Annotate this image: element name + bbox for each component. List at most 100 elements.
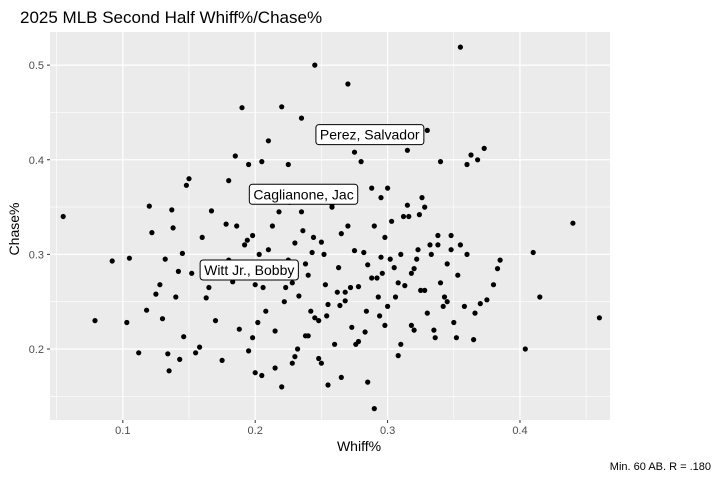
x-tick-label: 0.1 <box>115 425 130 437</box>
data-point <box>448 247 454 253</box>
data-point <box>244 237 250 243</box>
data-point <box>203 295 209 301</box>
data-point <box>305 333 311 339</box>
data-point <box>402 283 408 289</box>
data-point <box>395 353 401 359</box>
data-point <box>272 328 278 334</box>
annotation-label: Perez, Salvador <box>315 124 425 146</box>
data-point <box>263 308 269 314</box>
data-point <box>316 318 322 324</box>
data-point <box>234 223 240 229</box>
data-point <box>530 249 536 256</box>
data-point <box>440 303 446 309</box>
data-point <box>497 257 503 263</box>
annotation-box <box>248 183 359 205</box>
data-point <box>382 322 388 328</box>
data-point <box>332 341 338 347</box>
data-point <box>471 337 477 343</box>
data-point <box>457 242 463 248</box>
data-point <box>300 228 306 234</box>
data-point <box>391 265 397 271</box>
data-point <box>385 303 391 309</box>
data-point <box>144 307 150 313</box>
data-point <box>285 161 291 168</box>
data-point <box>365 379 371 385</box>
data-point <box>236 326 242 332</box>
data-point <box>345 81 351 87</box>
y-axis-title: Chase% <box>6 203 22 256</box>
data-point <box>435 232 441 239</box>
data-point <box>212 318 219 324</box>
data-point <box>494 266 501 272</box>
data-point <box>453 335 459 341</box>
data-point <box>358 159 364 165</box>
data-point <box>406 213 412 220</box>
data-point <box>296 293 302 299</box>
data-point <box>369 275 375 281</box>
data-point <box>342 289 348 295</box>
data-point <box>345 223 351 229</box>
data-point <box>329 204 335 210</box>
data-point <box>146 203 152 209</box>
data-point <box>377 313 383 319</box>
data-point <box>162 256 168 262</box>
data-point <box>289 360 295 366</box>
annotation-label: Witt Jr., Bobby <box>199 259 299 281</box>
data-point <box>411 266 417 272</box>
data-point <box>256 251 262 257</box>
data-point <box>292 354 298 360</box>
data-point <box>418 287 424 293</box>
data-point <box>269 223 275 229</box>
data-point <box>374 275 380 281</box>
data-point <box>416 212 422 218</box>
annotation-text: Perez, Salvador <box>320 127 420 143</box>
data-point <box>181 334 187 340</box>
data-point <box>169 207 175 213</box>
data-point <box>126 255 132 261</box>
data-point <box>365 262 371 268</box>
data-point <box>242 242 248 248</box>
data-points <box>60 44 603 412</box>
data-point <box>283 284 289 291</box>
data-point <box>189 270 195 276</box>
x-axis-ticks: 0.1 0.2 0.3 0.4 <box>115 420 528 437</box>
data-point <box>149 230 155 236</box>
data-point <box>322 282 328 288</box>
data-point <box>183 182 189 188</box>
data-point <box>522 346 528 352</box>
data-point <box>432 335 438 341</box>
data-point <box>355 284 362 290</box>
data-point <box>124 319 130 326</box>
data-point <box>166 368 172 374</box>
data-point <box>451 319 457 326</box>
data-point <box>239 105 245 111</box>
data-point <box>389 218 395 224</box>
data-point <box>398 251 404 257</box>
annotation-label: Caglianone, Jac <box>248 183 359 205</box>
data-point <box>232 153 238 159</box>
data-point <box>153 291 159 297</box>
data-point <box>369 185 375 191</box>
data-point <box>378 195 384 201</box>
data-point <box>464 251 470 257</box>
data-point <box>281 299 287 305</box>
data-point <box>411 327 417 333</box>
data-point <box>250 232 256 239</box>
data-point <box>431 327 437 333</box>
data-point <box>309 249 315 256</box>
data-point <box>318 360 324 366</box>
data-point <box>362 329 368 335</box>
data-point <box>363 308 369 314</box>
data-point <box>279 104 285 110</box>
data-point <box>371 406 377 412</box>
data-point <box>422 287 428 293</box>
data-point <box>455 272 461 278</box>
data-point <box>199 234 205 240</box>
y-tick-label: 0.2 <box>29 344 44 356</box>
data-point <box>159 316 166 322</box>
data-point <box>226 178 232 184</box>
data-point <box>295 346 301 352</box>
data-point <box>347 284 354 291</box>
data-point <box>349 324 355 330</box>
